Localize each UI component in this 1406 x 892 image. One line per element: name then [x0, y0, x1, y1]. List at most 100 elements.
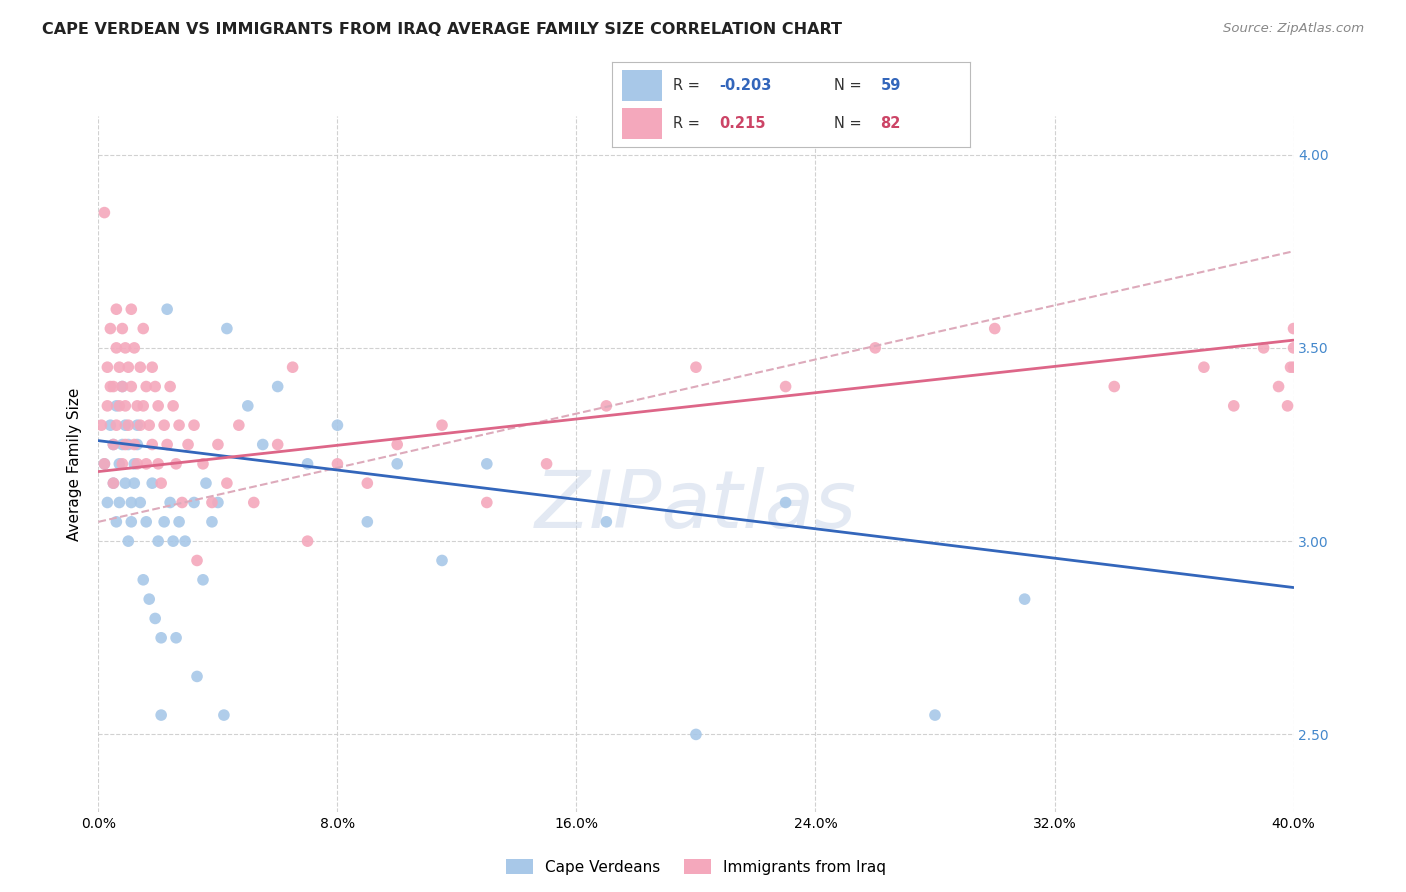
Point [148, 457, 170, 471]
Point [114, 341, 136, 355]
Point [177, 437, 200, 451]
Point [984, 321, 1007, 335]
Point [93, 205, 115, 219]
Point [108, 457, 131, 471]
Point [105, 302, 128, 317]
Text: 59: 59 [880, 78, 901, 93]
Y-axis label: Average Family Size: Average Family Size [67, 387, 83, 541]
Point [141, 476, 163, 491]
Point [475, 495, 498, 509]
Point [207, 495, 229, 509]
Text: -0.203: -0.203 [720, 78, 772, 93]
Point [183, 495, 205, 509]
Point [1279, 360, 1302, 375]
Point [111, 379, 134, 393]
Point [385, 457, 409, 471]
Point [141, 437, 163, 451]
Point [127, 437, 149, 451]
Text: Source: ZipAtlas.com: Source: ZipAtlas.com [1223, 22, 1364, 36]
Point [228, 418, 250, 433]
Point [1253, 341, 1275, 355]
Point [111, 437, 134, 451]
Point [127, 457, 149, 471]
Point [120, 302, 142, 317]
Point [111, 457, 134, 471]
Point [863, 341, 887, 355]
Point [114, 418, 136, 433]
Point [103, 437, 125, 451]
Point [120, 379, 142, 393]
Point [150, 631, 173, 645]
Point [117, 360, 139, 375]
Point [103, 379, 125, 393]
Point [93, 457, 115, 471]
Point [297, 457, 319, 471]
Legend: Cape Verdeans, Immigrants from Iraq: Cape Verdeans, Immigrants from Iraq [499, 853, 893, 880]
Point [117, 534, 139, 549]
Point [1277, 399, 1299, 413]
Point [1222, 399, 1246, 413]
Point [267, 379, 290, 393]
FancyBboxPatch shape [623, 70, 662, 101]
Point [120, 515, 142, 529]
Point [186, 669, 208, 683]
Point [1102, 379, 1125, 393]
Point [127, 418, 149, 433]
Point [105, 399, 128, 413]
Point [536, 457, 558, 471]
Point [195, 476, 218, 491]
Point [103, 437, 125, 451]
Point [252, 437, 274, 451]
Point [150, 708, 173, 723]
Point [135, 379, 157, 393]
Point [236, 399, 259, 413]
Point [595, 399, 617, 413]
Point [114, 399, 136, 413]
Point [132, 321, 155, 335]
Point [159, 379, 181, 393]
Point [159, 495, 181, 509]
Point [201, 495, 224, 509]
Point [117, 418, 139, 433]
Point [356, 476, 378, 491]
Point [148, 534, 170, 549]
Point [924, 708, 946, 723]
Point [129, 360, 152, 375]
Point [124, 457, 146, 471]
Point [162, 534, 184, 549]
Point [156, 437, 179, 451]
Text: N =: N = [834, 78, 866, 93]
Point [775, 379, 797, 393]
Point [430, 553, 453, 567]
Point [267, 437, 290, 451]
Point [775, 495, 797, 509]
Point [153, 515, 176, 529]
Point [135, 457, 157, 471]
Text: 82: 82 [880, 116, 901, 131]
Text: N =: N = [834, 116, 866, 131]
Point [167, 515, 190, 529]
Point [129, 495, 152, 509]
Point [1014, 592, 1036, 607]
Point [201, 515, 224, 529]
Point [124, 341, 146, 355]
Point [215, 476, 238, 491]
Point [174, 534, 197, 549]
Point [96, 495, 118, 509]
Point [124, 437, 146, 451]
Point [153, 418, 176, 433]
Point [129, 418, 152, 433]
Point [105, 341, 128, 355]
Point [207, 437, 229, 451]
Point [595, 515, 617, 529]
Point [191, 457, 214, 471]
Point [127, 399, 149, 413]
Text: 0.215: 0.215 [720, 116, 766, 131]
Text: CAPE VERDEAN VS IMMIGRANTS FROM IRAQ AVERAGE FAMILY SIZE CORRELATION CHART: CAPE VERDEAN VS IMMIGRANTS FROM IRAQ AVE… [42, 22, 842, 37]
Point [385, 437, 409, 451]
Point [167, 418, 190, 433]
Point [117, 437, 139, 451]
Text: ZIPatlas: ZIPatlas [534, 467, 858, 545]
Point [100, 418, 122, 433]
Point [156, 302, 179, 317]
